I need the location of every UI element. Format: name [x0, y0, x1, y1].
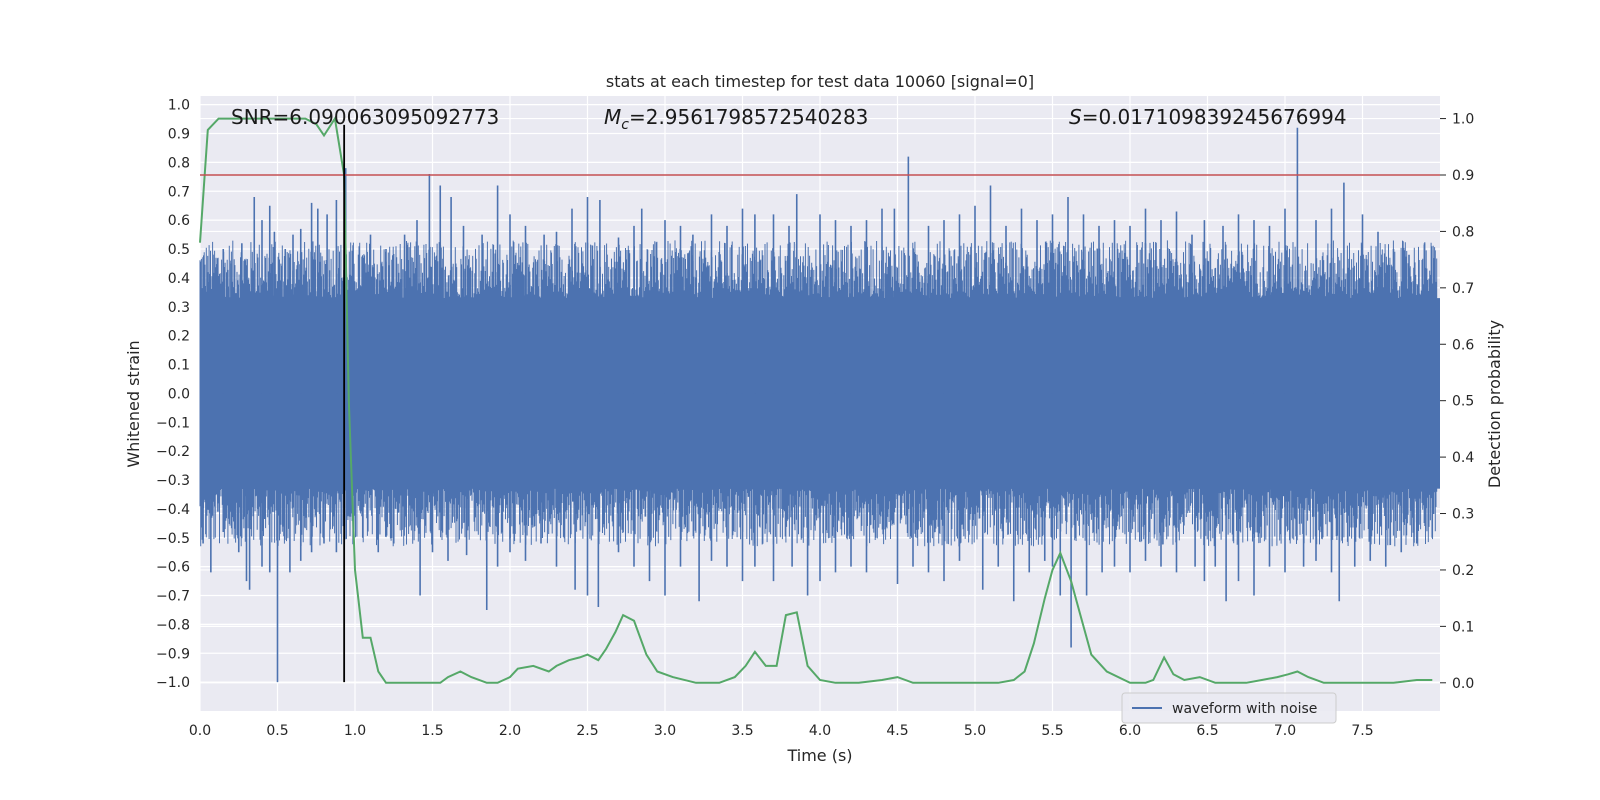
y-left-tick-label: −0.4: [156, 502, 190, 518]
y-right-tick-label: 0.2: [1452, 563, 1474, 579]
y-left-tick-label: −0.5: [156, 531, 190, 547]
detection-probability-line: [199, 115, 1433, 684]
y-left-tick-label: 1.0: [168, 98, 190, 114]
chirp-mass-symbol: M: [604, 105, 621, 129]
x-tick-label: 6.0: [1119, 723, 1141, 739]
y-left-tick-label: −0.1: [156, 415, 190, 431]
x-axis-label: Time (s): [786, 746, 852, 765]
x-tick-label: 0.0: [189, 723, 211, 739]
x-tick-label: 7.0: [1274, 723, 1296, 739]
chirp-mass-subscript: c: [621, 117, 629, 133]
y-right-tick-label: 0.4: [1452, 450, 1474, 466]
y-right-tick-label: 0.7: [1452, 281, 1474, 297]
s-symbol: S: [1069, 105, 1082, 129]
y-left-tick-label: 0.0: [168, 386, 190, 402]
y-left-tick-label: −0.2: [156, 444, 190, 460]
x-tick-label: 2.0: [499, 723, 521, 739]
y-left-tick-label: 0.7: [168, 184, 190, 200]
y-right-tick-label: 0.6: [1452, 337, 1474, 353]
y-left-tick-label: −0.9: [156, 646, 190, 662]
y-left-tick-label: −0.8: [156, 617, 190, 633]
y-right-tick-label: 1.0: [1452, 112, 1474, 128]
x-tick-label: 5.5: [1041, 723, 1063, 739]
s-value: =0.017109839245676994: [1082, 105, 1347, 129]
y-left-tick-label: 0.3: [168, 300, 190, 316]
chirp-mass-value: =2.9561798572540283: [629, 105, 868, 129]
y-right-tick-label: 0.5: [1452, 394, 1474, 410]
y-left-tick-label: −1.0: [156, 675, 190, 691]
y-left-tick-label: 0.9: [168, 127, 190, 143]
legend-box: [1121, 692, 1337, 724]
detection-probability-series: [199, 115, 1433, 684]
y-left-tick-label: −0.6: [156, 560, 190, 576]
y-right-tick-label: 0.1: [1452, 619, 1474, 635]
x-tick-label: 0.5: [266, 723, 288, 739]
x-tick-label: 4.0: [809, 723, 831, 739]
y-left-tick-label: 0.2: [168, 329, 190, 345]
y-left-tick-label: 0.1: [168, 358, 190, 374]
y-right-tick-label: 0.0: [1452, 676, 1474, 692]
chart-title: stats at each timestep for test data 100…: [606, 72, 1034, 91]
x-tick-label: 1.0: [344, 723, 366, 739]
noise-fine-detail: [199, 240, 1438, 547]
y-right-tick-label: 0.9: [1452, 168, 1474, 184]
legend-entry-waveform: waveform with noise: [1172, 701, 1317, 717]
s-annotation: S=0.017109839245676994: [1069, 105, 1347, 129]
y-right-tick-label: 0.3: [1452, 507, 1474, 523]
x-tick-label: 3.0: [654, 723, 676, 739]
x-tick-label: 6.5: [1196, 723, 1218, 739]
x-tick-label: 4.5: [886, 723, 908, 739]
x-tick-label: 2.5: [576, 723, 598, 739]
y-left-tick-label: −0.3: [156, 473, 190, 489]
y-left-tick-label: 0.6: [168, 213, 190, 229]
snr-annotation: SNR=6.090063095092773: [231, 105, 499, 129]
x-tick-label: 1.5: [421, 723, 443, 739]
x-tick-label: 5.0: [964, 723, 986, 739]
x-tick-label: 7.5: [1351, 723, 1373, 739]
y-left-tick-label: 0.4: [168, 271, 190, 287]
chirp-mass-annotation: Mc=2.9561798572540283: [604, 105, 868, 133]
legend: waveform with noise: [1121, 692, 1337, 724]
waveform-with-noise-series: [199, 127, 1440, 683]
threshold-and-event-lines: [200, 124, 1440, 683]
y-left-tick-label: 0.5: [168, 242, 190, 258]
y-right-tick-label: 0.8: [1452, 224, 1474, 240]
y-left-tick-label: 0.8: [168, 155, 190, 171]
axis-ticks: 0.0 0.5 1.0 1.5 2.0 2.5 3.0 3.5 4.0 4.5 5.0 5.5 6.0 6…: [156, 98, 1474, 739]
y-axis-right-label: Detection probability: [1485, 320, 1504, 488]
x-tick-label: 3.5: [731, 723, 753, 739]
y-left-tick-label: −0.7: [156, 589, 190, 605]
y-axis-left-label: Whitened strain: [124, 340, 143, 467]
